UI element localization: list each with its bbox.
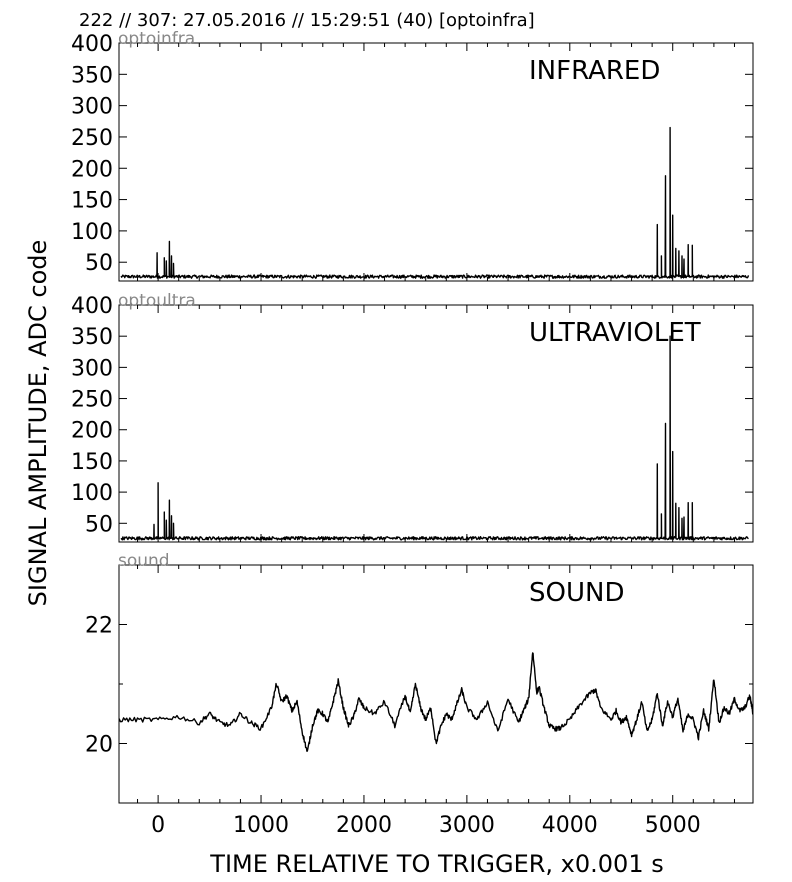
panel-tag: sound bbox=[118, 551, 170, 571]
y-tick-label: 100 bbox=[71, 220, 113, 245]
y-tick-label: 250 bbox=[71, 388, 113, 413]
y-tick-label: 300 bbox=[71, 95, 113, 120]
y-tick-label: 100 bbox=[71, 481, 113, 506]
y-tick-label: 50 bbox=[85, 512, 113, 537]
y-tick-label: 50 bbox=[85, 251, 113, 276]
y-tick-label: 150 bbox=[71, 450, 113, 475]
panel-tag: optoinfra bbox=[118, 29, 195, 49]
panel-title: INFRARED bbox=[529, 56, 660, 86]
y-tick-label: 200 bbox=[71, 419, 113, 444]
y-tick-label: 350 bbox=[71, 325, 113, 350]
y-tick-label: 350 bbox=[71, 63, 113, 88]
x-tick-label: 5000 bbox=[645, 813, 701, 838]
series-line-optoultra bbox=[120, 335, 749, 541]
panel-frame bbox=[118, 304, 754, 543]
panel-frame bbox=[118, 564, 754, 804]
x-axis-title: TIME RELATIVE TO TRIGGER, x0.001 s bbox=[209, 850, 663, 878]
x-tick-label: 4000 bbox=[542, 813, 598, 838]
panel-optoultra: 50 100 150 200 250 300 350 400 optoultra ULTRAVIO… bbox=[71, 291, 754, 543]
x-tick-label: 1000 bbox=[233, 813, 289, 838]
y-tick-label: 300 bbox=[71, 356, 113, 381]
panel-optoinfra: 50 100 150 200 250 300 350 400 optoinfra INFRARED bbox=[71, 29, 754, 282]
y-tick-label: 400 bbox=[71, 32, 113, 57]
x-tick-label: 3000 bbox=[439, 813, 495, 838]
series-line-optoinfra bbox=[120, 126, 750, 279]
panel-sound: 20 22 0 1000 2000 3000 4000 5000 sound SOUND bbox=[85, 551, 754, 838]
y-tick-label: 250 bbox=[71, 126, 113, 151]
panel-tag: optoultra bbox=[118, 291, 196, 311]
y-tick-label: 200 bbox=[71, 157, 113, 182]
x-tick-label: 2000 bbox=[336, 813, 392, 838]
x-tick-label: 0 bbox=[151, 813, 165, 838]
y-tick-label: 150 bbox=[71, 189, 113, 214]
panel-title: ULTRAVIOLET bbox=[529, 318, 701, 348]
panel-title: SOUND bbox=[529, 578, 624, 608]
figure-header: 222 // 307: 27.05.2016 // 15:29:51 (40) … bbox=[79, 10, 535, 31]
y-tick-label: 22 bbox=[85, 614, 113, 639]
series-line-sound bbox=[118, 652, 754, 752]
y-axis-title: SIGNAL AMPLITUDE, ADC code bbox=[24, 240, 52, 607]
panel-frame bbox=[118, 42, 754, 282]
y-tick-label: 20 bbox=[85, 733, 113, 758]
y-tick-label: 400 bbox=[71, 294, 113, 319]
